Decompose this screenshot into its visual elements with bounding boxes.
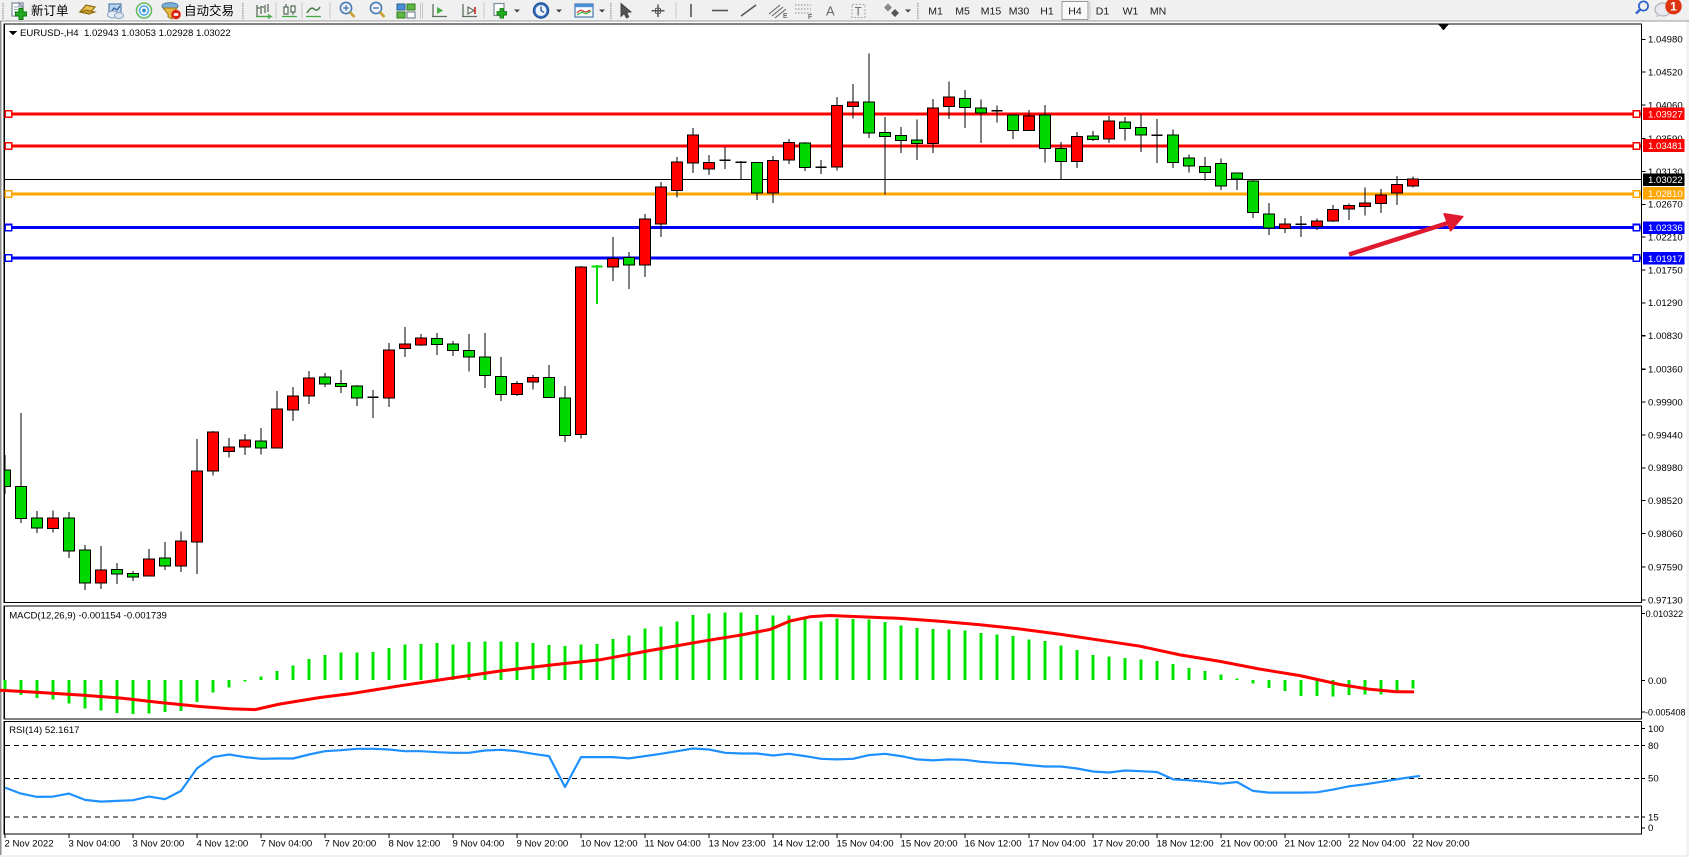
svg-text:15: 15 (1648, 812, 1659, 823)
svg-text:E: E (783, 13, 788, 20)
svg-text:13 Nov 23:00: 13 Nov 23:00 (709, 839, 766, 850)
svg-text:0.99440: 0.99440 (1648, 430, 1683, 441)
svg-text:M15: M15 (981, 6, 1002, 18)
svg-text:0.97590: 0.97590 (1648, 562, 1683, 573)
svg-text:15 Nov 04:00: 15 Nov 04:00 (837, 839, 894, 850)
svg-text:18 Nov 12:00: 18 Nov 12:00 (1157, 839, 1214, 850)
svg-text:MN: MN (1150, 6, 1166, 18)
svg-text:1.02336: 1.02336 (1648, 223, 1683, 234)
svg-text:1.03481: 1.03481 (1648, 141, 1683, 152)
svg-text:EURUSD-,H4 1.02943 1.03053 1.: EURUSD-,H4 1.02943 1.03053 1.02928 1.030… (20, 28, 231, 39)
svg-text:21 Nov 12:00: 21 Nov 12:00 (1285, 839, 1342, 850)
svg-text:17 Nov 20:00: 17 Nov 20:00 (1093, 839, 1150, 850)
svg-text:MACD(12,26,9) -0.001154 -0.001: MACD(12,26,9) -0.001154 -0.001739 (9, 610, 167, 621)
svg-text:9 Nov 20:00: 9 Nov 20:00 (517, 839, 569, 850)
svg-text:50: 50 (1648, 774, 1659, 785)
svg-text:1.04520: 1.04520 (1648, 68, 1683, 79)
svg-text:1.03022: 1.03022 (1648, 175, 1683, 186)
svg-text:T: T (855, 7, 862, 19)
svg-text:H1: H1 (1040, 6, 1054, 18)
svg-text:7 Nov 04:00: 7 Nov 04:00 (261, 839, 313, 850)
svg-text:14 Nov 12:00: 14 Nov 12:00 (773, 839, 830, 850)
svg-text:新订单: 新订单 (31, 3, 69, 18)
svg-text:-0.005408: -0.005408 (1645, 708, 1686, 718)
svg-text:7 Nov 20:00: 7 Nov 20:00 (325, 839, 377, 850)
svg-text:M5: M5 (955, 6, 970, 18)
svg-text:M1: M1 (928, 6, 943, 18)
svg-text:H4: H4 (1068, 6, 1082, 18)
svg-text:0.99900: 0.99900 (1648, 398, 1683, 409)
svg-text:100: 100 (1648, 724, 1664, 735)
svg-text:3 Nov 20:00: 3 Nov 20:00 (133, 839, 185, 850)
svg-text:15 Nov 20:00: 15 Nov 20:00 (901, 839, 958, 850)
svg-text:1.02810: 1.02810 (1648, 189, 1683, 200)
svg-text:0.97130: 0.97130 (1648, 595, 1683, 606)
svg-text:16 Nov 12:00: 16 Nov 12:00 (965, 839, 1022, 850)
svg-text:8 Nov 12:00: 8 Nov 12:00 (389, 839, 441, 850)
svg-text:0.98520: 0.98520 (1648, 496, 1683, 507)
svg-text:11 Nov 04:00: 11 Nov 04:00 (645, 839, 701, 850)
svg-text:1.01750: 1.01750 (1648, 265, 1683, 276)
svg-text:10 Nov 12:00: 10 Nov 12:00 (581, 839, 638, 850)
svg-text:自动交易: 自动交易 (184, 3, 234, 18)
svg-text:1: 1 (1670, 0, 1677, 14)
svg-text:4 Nov 12:00: 4 Nov 12:00 (197, 839, 249, 850)
svg-text:1.02210: 1.02210 (1648, 233, 1683, 244)
svg-text:1.01290: 1.01290 (1648, 298, 1683, 309)
svg-text:1.02670: 1.02670 (1648, 200, 1683, 211)
svg-text:1.04060: 1.04060 (1648, 100, 1683, 111)
svg-text:1.03130: 1.03130 (1648, 167, 1683, 178)
svg-text:1.00830: 1.00830 (1648, 331, 1683, 342)
svg-text:21 Nov 00:00: 21 Nov 00:00 (1221, 839, 1278, 850)
svg-text:3 Nov 04:00: 3 Nov 04:00 (69, 839, 121, 850)
svg-text:1.04980: 1.04980 (1648, 35, 1683, 46)
svg-text:0.00: 0.00 (1648, 676, 1667, 687)
svg-text:0.98980: 0.98980 (1648, 463, 1683, 474)
svg-text:W1: W1 (1123, 6, 1139, 18)
svg-text:0: 0 (1648, 823, 1653, 834)
svg-text:1.03927: 1.03927 (1648, 109, 1683, 120)
svg-text:22 Nov 20:00: 22 Nov 20:00 (1413, 839, 1470, 850)
svg-text:9 Nov 04:00: 9 Nov 04:00 (453, 839, 505, 850)
svg-text:A: A (826, 4, 835, 19)
svg-text:2 Nov 2022: 2 Nov 2022 (5, 839, 54, 850)
svg-text:1.00360: 1.00360 (1648, 365, 1683, 376)
svg-text:M30: M30 (1009, 6, 1030, 18)
svg-text:RSI(14) 52.1617: RSI(14) 52.1617 (9, 725, 79, 736)
svg-text:17 Nov 04:00: 17 Nov 04:00 (1029, 839, 1086, 850)
svg-text:F: F (808, 14, 812, 21)
svg-text:1.01917: 1.01917 (1648, 254, 1683, 265)
svg-text:22 Nov 04:00: 22 Nov 04:00 (1349, 839, 1406, 850)
svg-text:0.010322: 0.010322 (1646, 609, 1684, 619)
svg-text:0.98060: 0.98060 (1648, 529, 1683, 540)
svg-text:80: 80 (1648, 741, 1659, 752)
svg-text:D1: D1 (1096, 6, 1110, 18)
